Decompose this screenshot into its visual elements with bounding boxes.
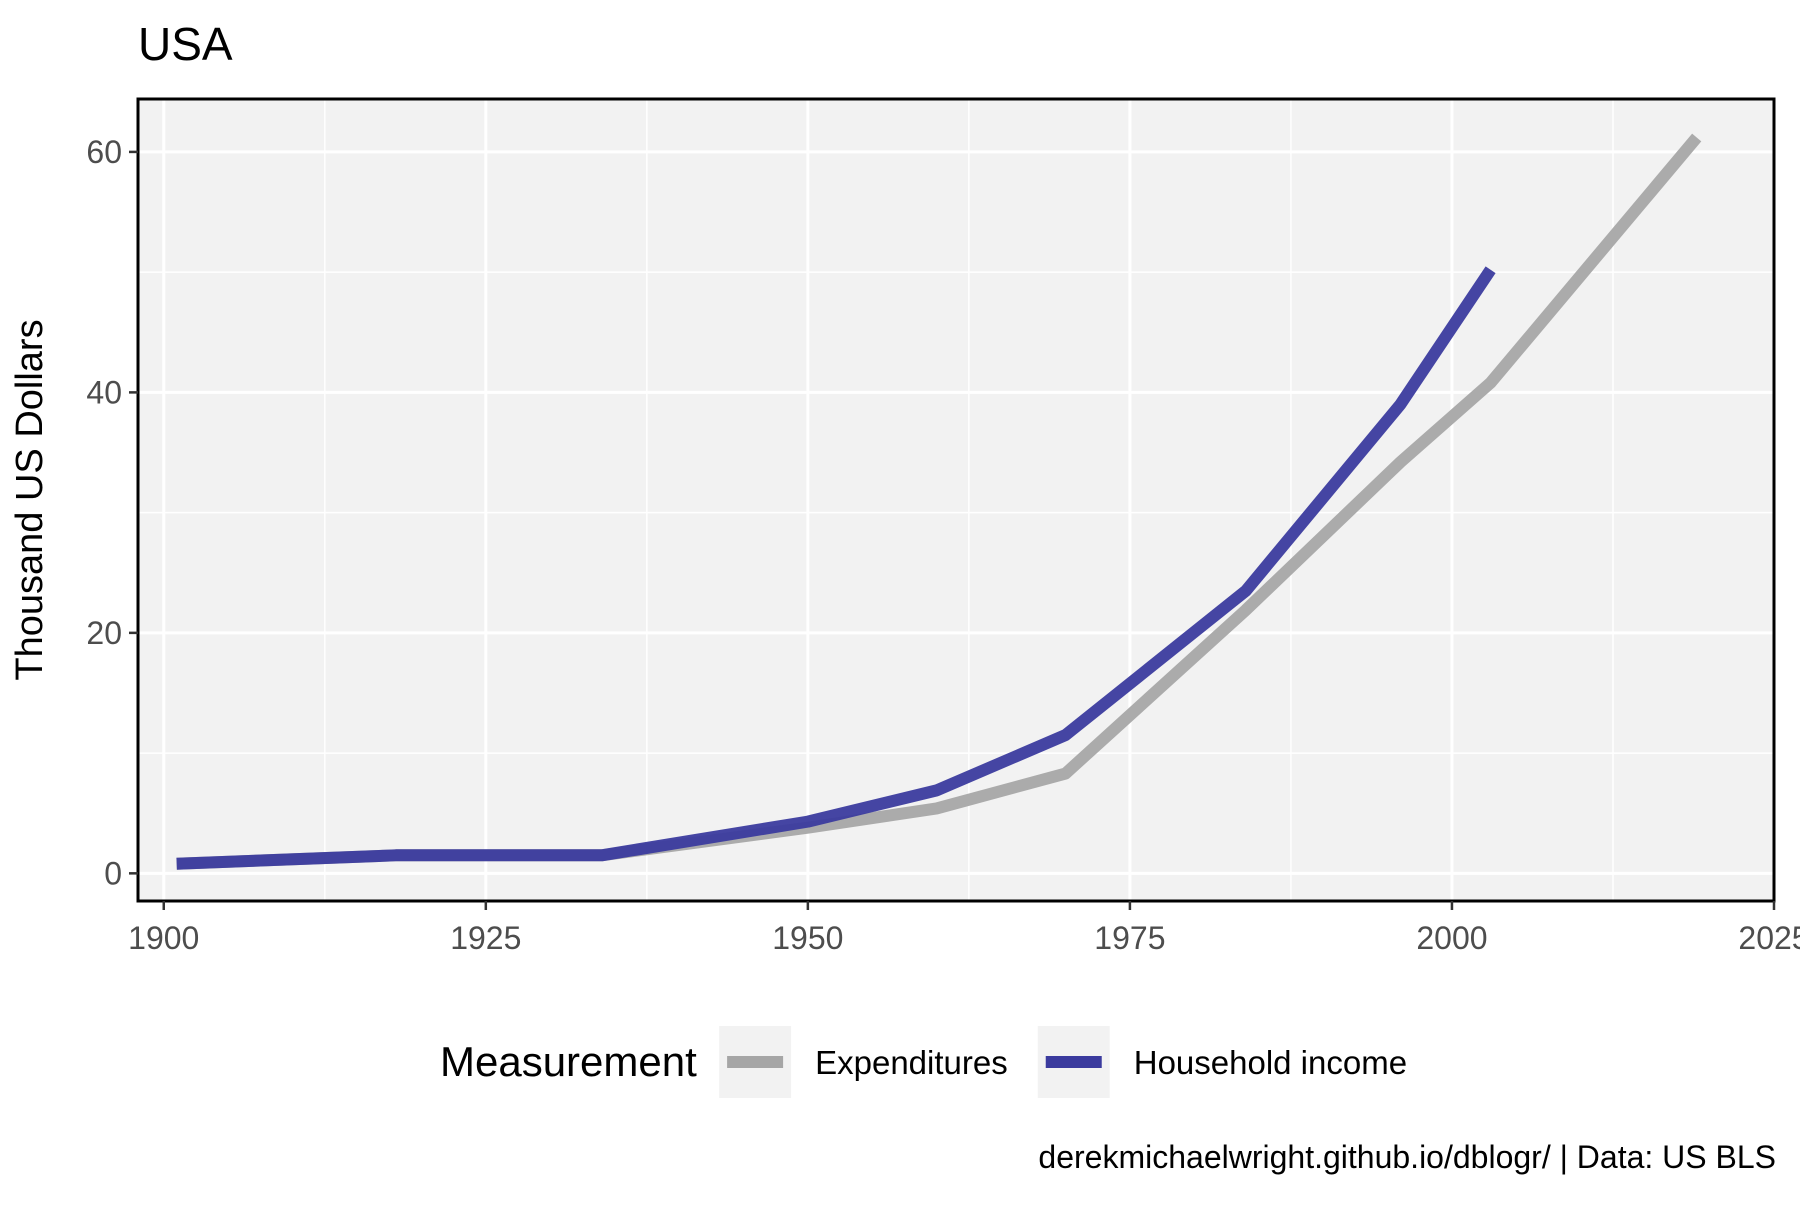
y-axis-label: Thousand US Dollars	[9, 319, 51, 680]
y-tick-label: 0	[104, 855, 122, 891]
x-tick-label: 1900	[128, 920, 199, 956]
axes: 1900 1925 1950 1975 2000 2025 0 20 40 60	[86, 134, 1800, 956]
chart-title: USA	[138, 18, 233, 70]
y-tick-label: 40	[86, 374, 122, 410]
x-tick-label: 1925	[450, 920, 521, 956]
legend-title: Measurement	[440, 1038, 697, 1085]
plot-panel-border	[136, 97, 1776, 903]
legend: Measurement Expenditures Household income	[440, 1026, 1407, 1098]
plot-panel-background	[138, 99, 1774, 901]
x-tick-label: 2000	[1416, 920, 1487, 956]
y-tick-label: 20	[86, 615, 122, 651]
legend-label: Expenditures	[815, 1044, 1008, 1081]
legend-label: Household income	[1134, 1044, 1407, 1081]
y-tick-label: 60	[86, 134, 122, 170]
x-tick-label: 1975	[1094, 920, 1165, 956]
series-line	[176, 266, 1496, 870]
x-tick-label: 1950	[772, 920, 843, 956]
x-tick-label: 2025	[1738, 920, 1800, 956]
grid-lines	[138, 99, 1776, 901]
series-lines	[176, 133, 1702, 870]
chart-caption: derekmichaelwright.github.io/dblogr/ | D…	[1038, 1139, 1776, 1175]
